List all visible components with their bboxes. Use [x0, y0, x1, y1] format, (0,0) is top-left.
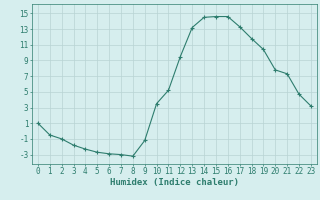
- X-axis label: Humidex (Indice chaleur): Humidex (Indice chaleur): [110, 178, 239, 187]
